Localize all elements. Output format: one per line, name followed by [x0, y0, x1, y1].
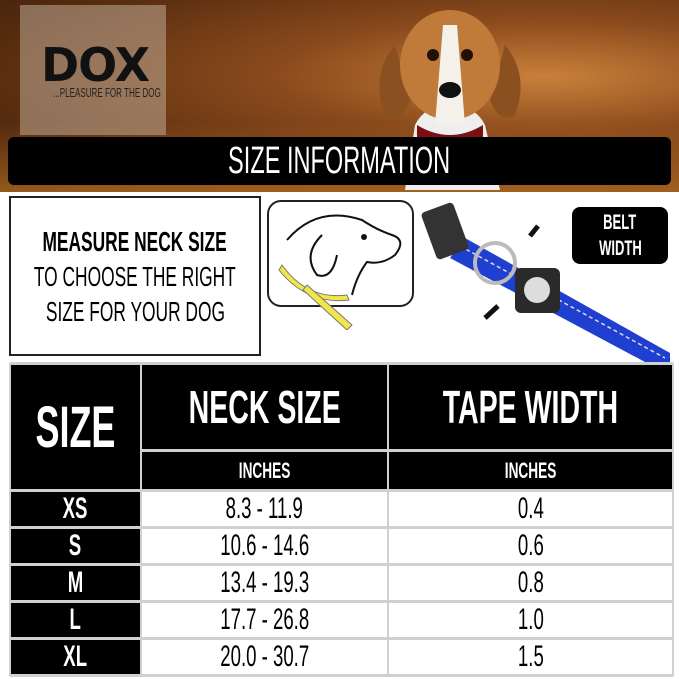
- belt-width-label: BELT WIDTH: [572, 207, 668, 264]
- size-cell: XS: [11, 492, 140, 526]
- tape-cell: 0.4: [389, 492, 673, 526]
- collar-product-image: [421, 202, 670, 362]
- neck-cell: 17.7 - 26.8: [141, 603, 388, 637]
- neck-cell: 13.4 - 19.3: [141, 566, 388, 600]
- unit-tape: INCHES: [389, 452, 673, 489]
- size-cell: S: [11, 529, 140, 563]
- table-row: M 13.4 - 19.3 0.8: [11, 566, 673, 600]
- neck-cell: 8.3 - 11.9: [141, 492, 388, 526]
- header-size: SIZE: [11, 365, 140, 489]
- brand-logo-panel: DOX ...PLEASURE FOR THE DOG: [20, 5, 166, 135]
- tape-cell: 0.8: [389, 566, 673, 600]
- header-tape-width: TAPE WIDTH: [389, 365, 673, 449]
- arrow-icon: [483, 304, 500, 320]
- instruction-line-3: SIZE FOR YOUR DOG: [45, 295, 225, 327]
- dog-sketch-frame: [267, 200, 414, 307]
- table-row: L 17.7 - 26.8 1.0: [11, 603, 673, 637]
- neck-cell: 20.0 - 30.7: [141, 640, 388, 674]
- instruction-line-1: MEASURE NECK SIZE: [42, 225, 228, 257]
- table-row: XL 20.0 - 30.7 1.5: [11, 640, 673, 674]
- brand-tagline: ...PLEASURE FOR THE DOG: [53, 85, 161, 100]
- header-neck-size: NECK SIZE: [141, 365, 388, 449]
- size-cell: XL: [11, 640, 140, 674]
- table-row: XS 8.3 - 11.9 0.4: [11, 492, 673, 526]
- page-title: SIZE INFORMATION: [8, 137, 671, 185]
- arrow-icon: [528, 224, 540, 238]
- brand-logo: DOX: [40, 38, 150, 92]
- instruction-line-2: TO CHOOSE THE RIGHT: [34, 260, 236, 292]
- size-table: SIZE NECK SIZE TAPE WIDTH INCHES INCHES …: [9, 362, 675, 677]
- measure-instructions: MEASURE NECK SIZE TO CHOOSE THE RIGHT SI…: [9, 196, 261, 356]
- tape-cell: 1.5: [389, 640, 673, 674]
- neck-cell: 10.6 - 14.6: [141, 529, 388, 563]
- size-cell: L: [11, 603, 140, 637]
- dog-measuring-sketch-icon: [278, 214, 402, 330]
- table-row: S 10.6 - 14.6 0.6: [11, 529, 673, 563]
- tape-cell: 0.6: [389, 529, 673, 563]
- size-cell: M: [11, 566, 140, 600]
- tape-cell: 1.0: [389, 603, 673, 637]
- unit-neck: INCHES: [141, 452, 388, 489]
